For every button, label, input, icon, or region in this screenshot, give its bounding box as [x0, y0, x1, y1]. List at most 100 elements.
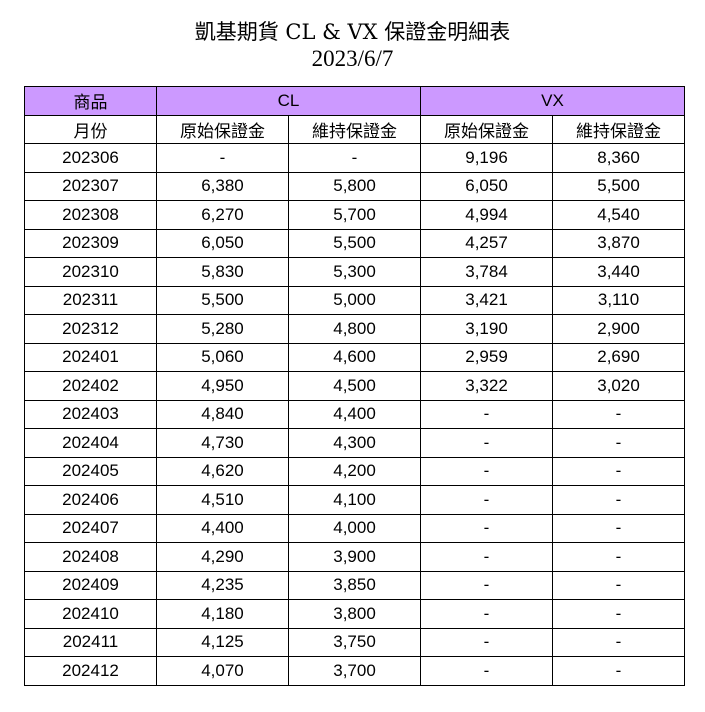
table-row: 202308 6,270 5,700 4,994 4,540: [24, 200, 686, 230]
cell-cl-maintenance-margin: 3,700: [287, 656, 422, 686]
cell-month: 202306: [24, 143, 157, 173]
cell-vx-maintenance-margin: -: [552, 599, 686, 629]
cell-month: 202312: [24, 314, 157, 344]
cell-cl-maintenance-margin: 4,200: [287, 456, 422, 486]
cell-vx-maintenance-margin: -: [552, 456, 686, 486]
cell-vx-maintenance-margin: 3,020: [552, 371, 686, 401]
cell-vx-initial-margin: 3,322: [420, 371, 554, 401]
table-row: 202412 4,070 3,700- -: [24, 656, 686, 686]
cell-month: 202408: [24, 542, 157, 572]
cell-month: 202407: [24, 513, 157, 543]
table-row: 202311 5,500 5,000 3,421 3,110: [24, 285, 686, 315]
cell-cl-initial-margin: 5,830: [156, 257, 289, 287]
cell-vx-initial-margin: -: [420, 599, 554, 629]
cell-cl-maintenance-margin: -: [287, 143, 422, 173]
table-row: 202401 5,060 4,600 2,959 2,690: [24, 342, 686, 372]
cell-vx-initial-margin: 9,196: [420, 143, 554, 173]
cell-cl-maintenance-margin: 5,300: [287, 257, 422, 287]
cell-vx-initial-margin: 3,784: [420, 257, 554, 287]
cell-cl-initial-margin: 4,125: [156, 627, 289, 657]
table-row: 202309 6,050 5,500 4,257 3,870: [24, 228, 686, 258]
cell-cl-initial-margin: 4,400: [156, 513, 289, 543]
cell-cl-initial-margin: 4,180: [156, 599, 289, 629]
table-row: 202408 4,290 3,900- -: [24, 542, 686, 572]
table-row: 202407 4,400 4,000- -: [24, 513, 686, 543]
cell-month: 202404: [24, 428, 157, 458]
cell-vx-maintenance-margin: -: [552, 542, 686, 572]
cell-month: 202403: [24, 399, 157, 429]
cell-cl-initial-margin: 4,950: [156, 371, 289, 401]
table-row: 202310 5,830 5,300 3,784 3,440: [24, 257, 686, 287]
cell-vx-initial-margin: 4,257: [420, 228, 554, 258]
cell-month: 202412: [24, 656, 157, 686]
cell-vx-initial-margin: -: [420, 513, 554, 543]
cell-vx-initial-margin: -: [420, 570, 554, 600]
header-vx-maintenance-margin: 維持保證金: [552, 114, 686, 144]
cell-vx-maintenance-margin: 5,500: [552, 171, 686, 201]
cell-cl-initial-margin: 6,050: [156, 228, 289, 258]
cell-cl-initial-margin: 4,620: [156, 456, 289, 486]
cell-vx-maintenance-margin: -: [552, 627, 686, 657]
document-date: 2023/6/7: [311, 46, 394, 71]
cell-month: 202307: [24, 171, 157, 201]
cell-vx-maintenance-margin: -: [552, 399, 686, 429]
cell-cl-maintenance-margin: 3,850: [287, 570, 422, 600]
cell-vx-initial-margin: 3,421: [420, 285, 554, 315]
cell-vx-maintenance-margin: 3,870: [552, 228, 686, 258]
cell-vx-maintenance-margin: 2,900: [552, 314, 686, 344]
cell-cl-maintenance-margin: 3,900: [287, 542, 422, 572]
cell-month: 202411: [24, 627, 157, 657]
table-row: 202404 4,730 4,300- -: [24, 428, 686, 458]
cell-cl-initial-margin: 5,500: [156, 285, 289, 315]
cell-month: 202409: [24, 570, 157, 600]
table-row: 202406 4,510 4,100- -: [24, 485, 686, 515]
header-cl-initial-margin: 原始保證金: [156, 114, 289, 144]
cell-vx-initial-margin: -: [420, 542, 554, 572]
cell-vx-maintenance-margin: -: [552, 513, 686, 543]
cell-vx-initial-margin: 3,190: [420, 314, 554, 344]
header-month: 月份: [24, 114, 157, 144]
cell-cl-initial-margin: 6,270: [156, 200, 289, 230]
header-product: 商品: [24, 86, 157, 116]
cell-cl-initial-margin: 6,380: [156, 171, 289, 201]
cell-cl-initial-margin: 4,290: [156, 542, 289, 572]
cell-cl-maintenance-margin: 5,800: [287, 171, 422, 201]
cell-vx-initial-margin: -: [420, 485, 554, 515]
cell-cl-initial-margin: 4,510: [156, 485, 289, 515]
header-cl: CL: [155, 86, 422, 116]
header-cl-maintenance-margin: 維持保證金: [287, 114, 422, 144]
header-vx: VX: [420, 86, 686, 116]
cell-cl-initial-margin: 4,840: [156, 399, 289, 429]
cell-vx-maintenance-margin: 4,540: [552, 200, 686, 230]
cell-cl-maintenance-margin: 4,600: [287, 342, 422, 372]
cell-vx-initial-margin: 2,959: [420, 342, 554, 372]
cell-cl-initial-margin: 5,060: [156, 342, 289, 372]
cell-month: 202401: [24, 342, 157, 372]
cell-month: 202406: [24, 485, 157, 515]
header-row-columns: 月份 原始保證金 維持保證金 原始保證金 維持保證金: [24, 114, 686, 144]
document-title: 凱基期貨 CL & VX 保證金明細表: [194, 20, 511, 44]
table-row: 202312 5,280 4,800 3,190 2,900: [24, 314, 686, 344]
table-row: 202402 4,950 4,500 3,322 3,020: [24, 371, 686, 401]
cell-cl-maintenance-margin: 4,300: [287, 428, 422, 458]
table-row: 202403 4,840 4,400- -: [24, 399, 686, 429]
cell-vx-maintenance-margin: 8,360: [552, 143, 686, 173]
cell-vx-maintenance-margin: -: [552, 485, 686, 515]
margin-table: 商品 CL VX 月份 原始保證金 維持保證金 原始保證金 維持保證金 2023…: [24, 86, 686, 686]
table-row: 202306- -9,196 8,360: [24, 143, 686, 173]
cell-month: 202405: [24, 456, 157, 486]
cell-cl-maintenance-margin: 5,500: [287, 228, 422, 258]
cell-vx-maintenance-margin: -: [552, 570, 686, 600]
cell-cl-maintenance-margin: 4,000: [287, 513, 422, 543]
cell-cl-maintenance-margin: 5,700: [287, 200, 422, 230]
cell-vx-initial-margin: -: [420, 428, 554, 458]
cell-cl-maintenance-margin: 4,500: [287, 371, 422, 401]
cell-cl-maintenance-margin: 4,800: [287, 314, 422, 344]
table-row: 202411 4,125 3,750- -: [24, 627, 686, 657]
header-row-product: 商品 CL VX: [24, 86, 686, 116]
table-row: 202409 4,235 3,850- -: [24, 570, 686, 600]
cell-cl-initial-margin: 4,235: [156, 570, 289, 600]
cell-vx-initial-margin: -: [420, 399, 554, 429]
cell-vx-maintenance-margin: -: [552, 656, 686, 686]
cell-vx-maintenance-margin: 2,690: [552, 342, 686, 372]
